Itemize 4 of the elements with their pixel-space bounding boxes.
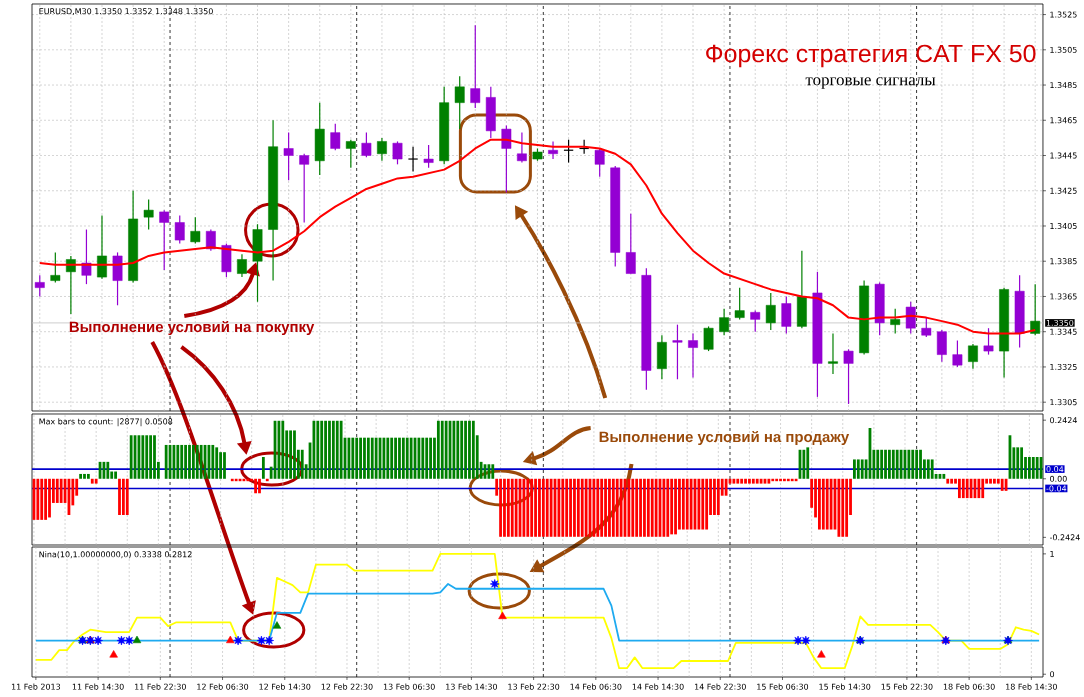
annotation: Выполнение условий на покупку xyxy=(69,320,315,336)
annotation: Форекс стратегия CAT FX 50 xyxy=(706,44,1036,68)
annotation: Выполнение условий на продажу xyxy=(599,430,850,446)
annotation: торговые сигналы xyxy=(805,77,936,89)
